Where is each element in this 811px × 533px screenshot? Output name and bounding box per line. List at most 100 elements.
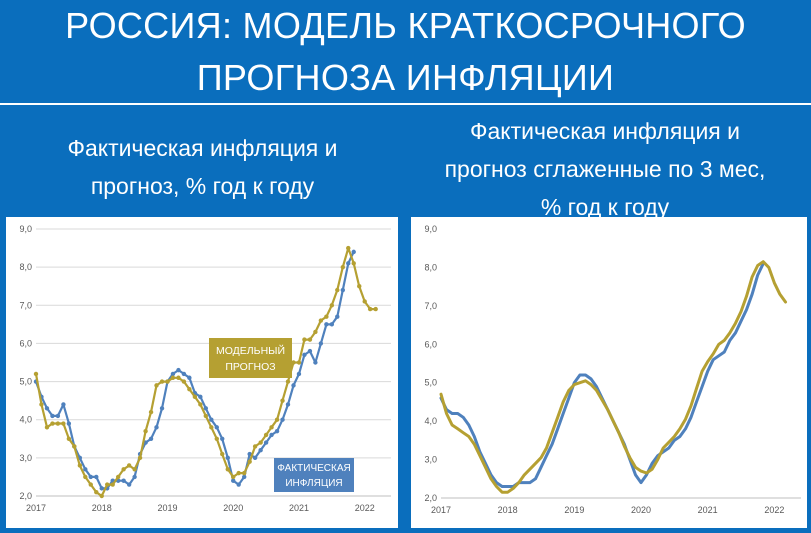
model-data-point [143, 428, 148, 434]
y-tick-label: 7,0 [19, 300, 32, 310]
actual-annotation-line-2: ИНФЛЯЦИЯ [285, 478, 342, 489]
right-chart-subtitle: Фактическая инфляция и прогноз сглаженны… [405, 112, 805, 226]
model-data-point [296, 360, 302, 365]
actual-data-point [159, 406, 165, 411]
right-smoothed-inflation-chart: 2,0 3,0 4,0 5,0 6,0 7,0 8,0 9,0 2017 2018 2019 2020… [424, 224, 801, 515]
model-data-point [176, 375, 181, 380]
model-data-point [104, 482, 110, 487]
y-tick-label: 4,0 [19, 415, 32, 425]
actual-data-point [126, 482, 132, 487]
model-data-point [203, 413, 209, 419]
actual-data-point [247, 451, 252, 457]
actual-data-point [335, 314, 340, 319]
model-data-point [99, 493, 104, 499]
model-data-point [220, 451, 225, 457]
actual-inflation-annotation: ФАКТИЧЕСКАЯ ИНФЛЯЦИЯ [274, 458, 354, 492]
left-subtitle-line-1: Фактическая инфляция и [67, 135, 338, 161]
actual-data-point [324, 322, 329, 327]
model-data-point [121, 467, 126, 472]
model-data-point [318, 318, 324, 323]
model-forecast-annotation: МОДЕЛЬНЫЙ ПРОГНОЗ [209, 338, 292, 378]
x-tick-label: 2018 [92, 503, 112, 513]
model-data-point [132, 467, 137, 472]
y-tick-label: 9,0 [424, 224, 437, 234]
model-data-point [72, 444, 77, 449]
title-line-1: РОССИЯ: МОДЕЛЬ КРАТКОСРОЧНОГО [65, 5, 746, 46]
y-tick-label: 8,0 [19, 262, 32, 272]
model-data-point [165, 379, 170, 384]
model-data-point [115, 474, 121, 480]
actual-data-point [291, 383, 296, 388]
actual-data-point [351, 249, 356, 255]
actual-data-point [214, 425, 219, 430]
model-data-point [214, 436, 219, 441]
y-tick-label: 9,0 [19, 224, 32, 234]
left-chart-panel: 2,0 3,0 4,0 5,0 6,0 7,0 8,0 9,0 2017 2018 2019 2020… [6, 217, 398, 528]
actual-data-point [209, 417, 214, 422]
actual-data-point [236, 482, 241, 487]
model-data-point [110, 482, 115, 487]
model-data-point [242, 470, 247, 476]
model-data-point [126, 463, 132, 468]
actual-data-point [88, 474, 93, 480]
model-data-point [313, 329, 318, 335]
actual-data-point [225, 455, 230, 461]
actual-data-point [132, 474, 137, 480]
model-series-line [439, 260, 787, 494]
actual-data-point [258, 448, 263, 453]
right-subtitle-line-1: Фактическая инфляция и [469, 118, 740, 144]
actual-data-point [263, 440, 269, 445]
model-data-point [225, 467, 230, 472]
actual-data-point [154, 425, 159, 430]
model-data-point [209, 425, 214, 430]
x-tick-label: 2017 [26, 503, 46, 513]
x-tick-label: 2019 [157, 503, 177, 513]
model-data-point [340, 264, 346, 270]
actual-data-point [340, 287, 346, 293]
model-data-point [302, 337, 307, 342]
model-data-point [324, 314, 329, 319]
x-tick-label: 2019 [564, 505, 584, 515]
model-data-point [362, 299, 367, 304]
model-data-point [247, 459, 252, 464]
model-data-point [77, 463, 83, 468]
actual-data-point [66, 421, 72, 426]
actual-data-point [203, 406, 209, 411]
model-data-point [88, 482, 93, 487]
model-data-point [269, 425, 274, 430]
y-tick-label: 3,0 [424, 455, 437, 465]
x-tick-label: 2021 [698, 505, 718, 515]
y-tick-label: 5,0 [424, 378, 437, 388]
model-data-point [181, 379, 187, 384]
title-line-2: ПРОГНОЗА ИНФЛЯЦИИ [196, 57, 615, 98]
model-data-point [159, 379, 165, 384]
page-title: РОССИЯ: МОДЕЛЬ КРАТКОСРОЧНОГО ПРОГНОЗА И… [0, 0, 811, 104]
actual-data-point [231, 478, 236, 483]
model-data-point [252, 444, 258, 449]
actual-data-point [252, 455, 258, 461]
y-tick-label: 5,0 [19, 377, 32, 387]
model-data-point [66, 436, 72, 441]
right-subtitle-line-3: % год к году [540, 194, 670, 220]
x-tick-label: 2022 [764, 505, 784, 515]
actual-data-point [242, 474, 247, 480]
actual-data-point [121, 478, 126, 483]
model-data-point [263, 432, 269, 438]
x-tick-label: 2020 [223, 503, 243, 513]
actual-data-point [94, 474, 99, 480]
actual-data-point [274, 428, 280, 434]
y-tick-label: 6,0 [424, 339, 437, 349]
right-chart-panel: 2,0 3,0 4,0 5,0 6,0 7,0 8,0 9,0 2017 2018 2019 2020… [411, 217, 807, 528]
actual-data-point [55, 413, 61, 419]
model-data-point [258, 440, 263, 445]
actual-data-point [307, 348, 313, 354]
actual-data-point [296, 371, 302, 377]
model-data-point [351, 261, 356, 266]
model-data-point [148, 409, 154, 415]
model-data-point [170, 375, 176, 380]
model-data-point [55, 421, 61, 426]
actual-data-point [285, 402, 291, 407]
y-tick-label: 6,0 [19, 338, 32, 348]
model-data-point [231, 474, 236, 480]
x-tick-label: 2017 [431, 505, 451, 515]
